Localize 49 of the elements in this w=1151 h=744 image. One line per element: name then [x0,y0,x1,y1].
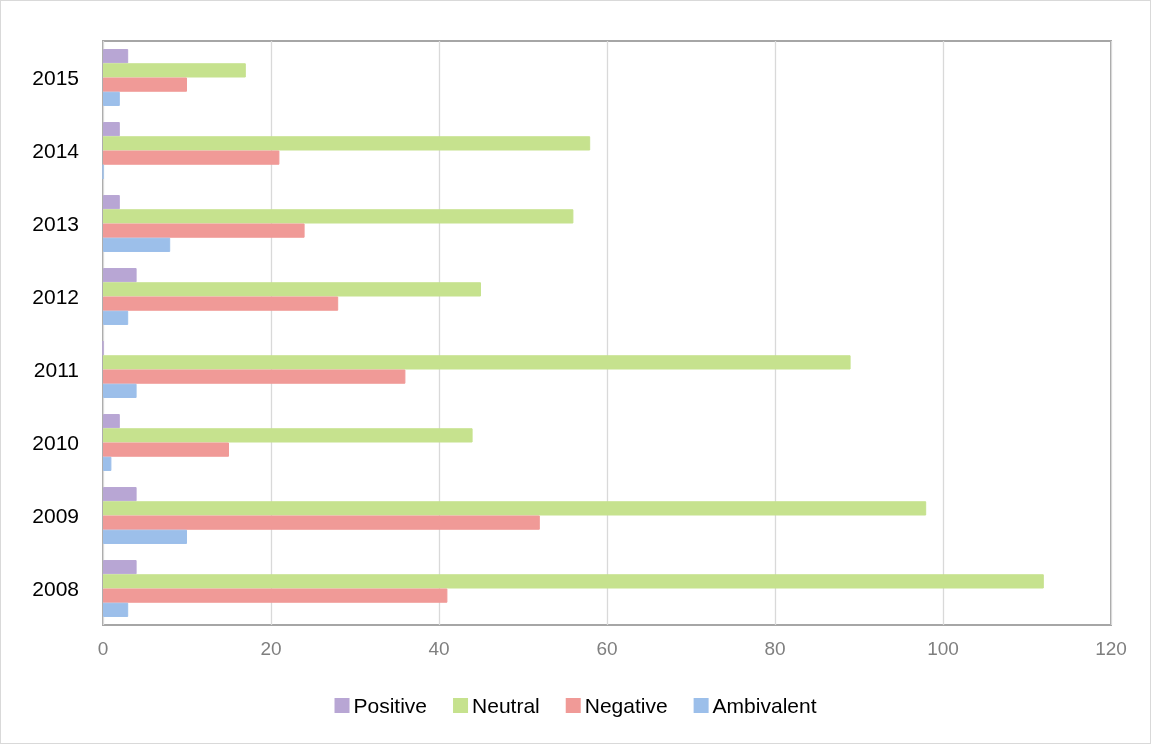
bar [103,310,129,325]
bar [103,237,171,252]
bar [103,515,540,530]
bar [103,428,473,443]
x-tick-label: 80 [764,638,786,659]
bar [103,91,120,106]
legend-label: Negative [584,694,668,717]
bar [103,487,137,502]
bar [103,369,406,384]
bar [103,63,246,78]
x-tick-label: 20 [260,638,282,659]
y-tick-label: 2015 [32,66,79,89]
x-tick-label: 0 [97,638,109,659]
y-tick-label: 2008 [32,577,79,600]
bar [103,456,112,471]
y-tick-label: 2012 [32,285,79,308]
bar [103,136,591,151]
y-tick-label: 2014 [32,139,80,162]
bar [103,209,574,224]
bar [103,529,187,544]
x-tick-label: 100 [927,638,959,659]
bar [103,383,137,398]
x-tick-label: 120 [1095,638,1127,659]
x-tick-label: 60 [596,638,618,659]
bar [103,49,129,64]
bar [103,442,229,457]
bar [103,195,120,210]
bar [103,501,927,516]
bar [103,560,137,575]
y-tick-label: 2011 [33,358,79,381]
bar [103,296,339,311]
bar [103,414,120,429]
bar [103,355,851,370]
bar [103,150,280,165]
bar [103,122,120,137]
y-tick-label: 2010 [32,431,79,454]
bar [103,268,137,283]
legend-label: Neutral [472,694,540,717]
y-tick-label: 2009 [32,504,79,527]
legend-label: Ambivalent [712,694,817,717]
bar [103,77,187,92]
bar [103,588,448,603]
legend-label: Positive [353,694,428,717]
y-tick-label: 2013 [32,212,79,235]
bar [103,574,1044,589]
bar [103,282,481,297]
bar [103,223,305,238]
x-tick-label: 40 [428,638,450,659]
bar [103,602,129,617]
